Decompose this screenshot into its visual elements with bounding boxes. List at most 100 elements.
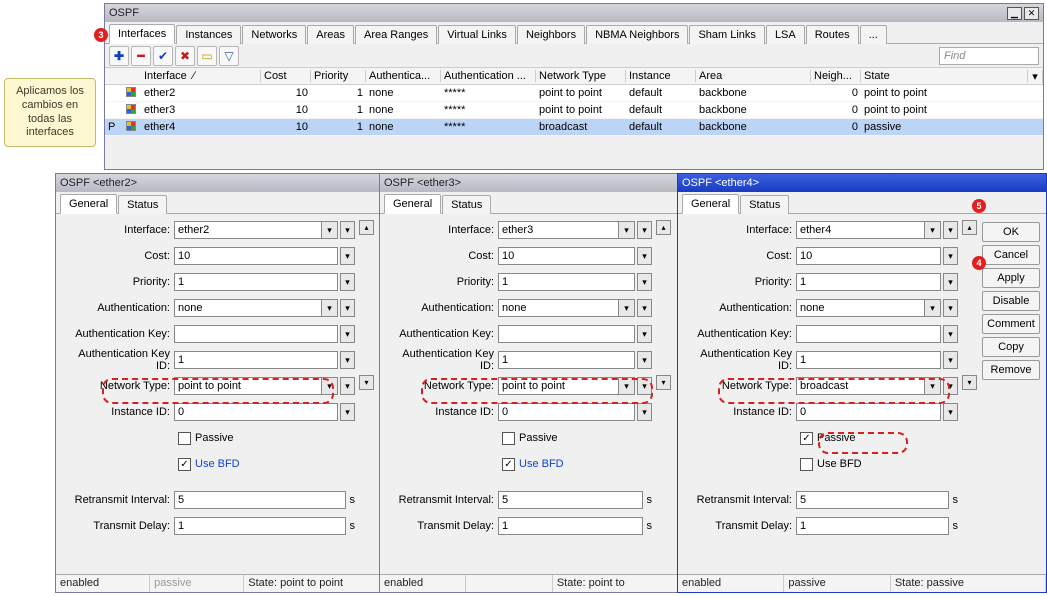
networktype-select[interactable]: broadcast: [796, 377, 941, 395]
expand-arrow[interactable]: ▾: [637, 325, 652, 343]
col-neigh[interactable]: Neigh...: [811, 70, 861, 82]
tab-status[interactable]: Status: [740, 195, 789, 214]
expand-arrow[interactable]: ▾: [943, 325, 958, 343]
interface-select[interactable]: ether4: [796, 221, 941, 239]
col-nettype[interactable]: Network Type: [536, 70, 626, 82]
priority-input[interactable]: 1: [796, 273, 941, 291]
usebfd-checkbox[interactable]: [800, 458, 813, 471]
instanceid-input[interactable]: 0: [796, 403, 941, 421]
tab-instances[interactable]: Instances: [176, 25, 241, 44]
expand-arrow[interactable]: ▾: [943, 377, 958, 395]
tab-nbma-neighbors[interactable]: NBMA Neighbors: [586, 25, 688, 44]
tab-area-ranges[interactable]: Area Ranges: [355, 25, 437, 44]
transmitdelay-input[interactable]: 1: [174, 517, 346, 535]
authkey-input[interactable]: [796, 325, 941, 343]
add-button[interactable]: ✚: [109, 46, 129, 66]
scroll-down[interactable]: ▾: [962, 375, 977, 390]
find-input[interactable]: Find: [939, 47, 1039, 65]
expand-arrow[interactable]: ▾: [340, 403, 355, 421]
apply-button[interactable]: Apply: [982, 268, 1040, 288]
col-auth[interactable]: Authentica...: [366, 70, 441, 82]
expand-arrow[interactable]: ▾: [637, 221, 652, 239]
titlebar[interactable]: OSPF ▁ ✕: [105, 4, 1043, 22]
usebfd-checkbox[interactable]: ✓: [178, 458, 191, 471]
cost-input[interactable]: 10: [498, 247, 635, 265]
authkey-input[interactable]: [174, 325, 338, 343]
scroll-up[interactable]: ▴: [656, 220, 671, 235]
authkeyid-input[interactable]: 1: [174, 351, 338, 369]
cost-input[interactable]: 10: [174, 247, 338, 265]
filter-button[interactable]: ▽: [219, 46, 239, 66]
col-instance[interactable]: Instance: [626, 70, 696, 82]
remove-button[interactable]: ━: [131, 46, 151, 66]
expand-arrow[interactable]: ▾: [637, 247, 652, 265]
passive-checkbox[interactable]: ✓: [800, 432, 813, 445]
instanceid-input[interactable]: 0: [174, 403, 338, 421]
expand-arrow[interactable]: ▾: [637, 299, 652, 317]
authentication-select[interactable]: none: [796, 299, 941, 317]
cost-input[interactable]: 10: [796, 247, 941, 265]
expand-arrow[interactable]: ▾: [340, 351, 355, 369]
ok-button[interactable]: OK: [982, 222, 1040, 242]
interface-select[interactable]: ether3: [498, 221, 635, 239]
titlebar[interactable]: OSPF <ether2>: [56, 174, 381, 192]
priority-input[interactable]: 1: [498, 273, 635, 291]
tab-general[interactable]: General: [384, 194, 441, 214]
tab-more[interactable]: ...: [860, 25, 887, 44]
table-row[interactable]: ether2101none*****point to pointdefaultb…: [105, 85, 1043, 102]
tab-status[interactable]: Status: [118, 195, 167, 214]
disable-button[interactable]: Disable: [982, 291, 1040, 311]
comment-button[interactable]: Comment: [982, 314, 1040, 334]
expand-arrow[interactable]: ▾: [943, 351, 958, 369]
col-priority[interactable]: Priority: [311, 70, 366, 82]
expand-arrow[interactable]: ▾: [340, 299, 355, 317]
minimize-button[interactable]: ▁: [1007, 7, 1022, 20]
scroll-down[interactable]: ▾: [359, 375, 374, 390]
tab-interfaces[interactable]: Interfaces: [109, 24, 175, 44]
retransmit-input[interactable]: 5: [796, 491, 949, 509]
authkeyid-input[interactable]: 1: [498, 351, 635, 369]
priority-input[interactable]: 1: [174, 273, 338, 291]
col-cost[interactable]: Cost: [261, 70, 311, 82]
expand-arrow[interactable]: ▾: [340, 273, 355, 291]
tab-general[interactable]: General: [682, 194, 739, 214]
transmitdelay-input[interactable]: 1: [498, 517, 643, 535]
tab-neighbors[interactable]: Neighbors: [517, 25, 585, 44]
close-button[interactable]: ✕: [1024, 7, 1039, 20]
scroll-up[interactable]: ▴: [359, 220, 374, 235]
tab-status[interactable]: Status: [442, 195, 491, 214]
tab-sham-links[interactable]: Sham Links: [689, 25, 764, 44]
tab-virtual-links[interactable]: Virtual Links: [438, 25, 516, 44]
expand-arrow[interactable]: ▾: [943, 221, 958, 239]
interface-select[interactable]: ether2: [174, 221, 338, 239]
expand-arrow[interactable]: ▾: [637, 403, 652, 421]
authkeyid-input[interactable]: 1: [796, 351, 941, 369]
tab-general[interactable]: General: [60, 194, 117, 214]
expand-arrow[interactable]: ▾: [340, 221, 355, 239]
copy-button[interactable]: Copy: [982, 337, 1040, 357]
expand-arrow[interactable]: ▾: [943, 247, 958, 265]
enable-button[interactable]: ✔: [153, 46, 173, 66]
expand-arrow[interactable]: ▾: [637, 273, 652, 291]
authentication-select[interactable]: none: [498, 299, 635, 317]
expand-arrow[interactable]: ▾: [340, 325, 355, 343]
remove-button[interactable]: Remove: [982, 360, 1040, 380]
col-state[interactable]: State: [861, 70, 1028, 82]
tab-lsa[interactable]: LSA: [766, 25, 805, 44]
authkey-input[interactable]: [498, 325, 635, 343]
col-interface[interactable]: Interface ∕: [141, 70, 261, 82]
expand-arrow[interactable]: ▾: [340, 377, 355, 395]
col-authkey[interactable]: Authentication ...: [441, 70, 536, 82]
expand-arrow[interactable]: ▾: [943, 403, 958, 421]
tab-routes[interactable]: Routes: [806, 25, 859, 44]
tab-areas[interactable]: Areas: [307, 25, 354, 44]
comment-button[interactable]: ▭: [197, 46, 217, 66]
networktype-select[interactable]: point to point: [174, 377, 338, 395]
retransmit-input[interactable]: 5: [498, 491, 643, 509]
passive-checkbox[interactable]: [178, 432, 191, 445]
disable-button[interactable]: ✖: [175, 46, 195, 66]
authentication-select[interactable]: none: [174, 299, 338, 317]
titlebar[interactable]: OSPF <ether4>: [678, 174, 1046, 192]
scroll-down[interactable]: ▾: [656, 375, 671, 390]
expand-arrow[interactable]: ▾: [943, 273, 958, 291]
